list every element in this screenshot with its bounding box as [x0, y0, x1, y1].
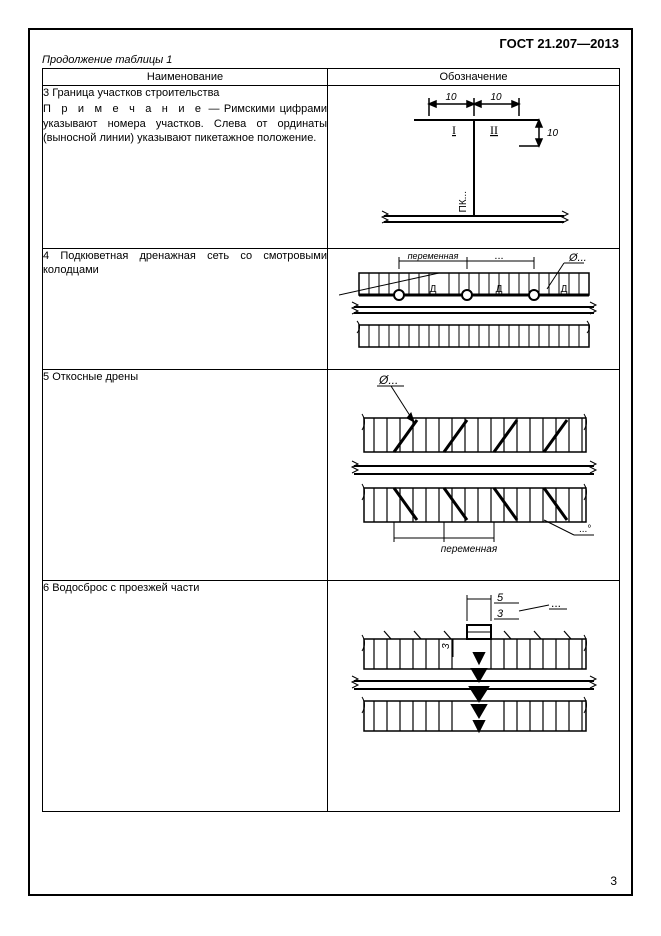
standard-header: ГОСТ 21.207—2013	[499, 36, 619, 51]
diagram-boundary: 10 10 I II	[344, 86, 604, 244]
svg-text:Д: Д	[495, 284, 502, 295]
table-row: 4 Подкюветная дренажная сеть со смотровы…	[43, 249, 620, 370]
svg-text:I: I	[452, 123, 456, 137]
diagram-spillway: 5 3 ...	[339, 581, 609, 805]
table-row: 3 Граница участков строительства П р и м…	[43, 86, 620, 249]
svg-text:...: ...	[551, 596, 561, 610]
svg-text:5: 5	[497, 592, 504, 604]
svg-text:Ø...: Ø...	[568, 252, 587, 264]
row-title: 3 Граница участков строительства	[43, 86, 327, 100]
main-table: Наименование Обозначение 3 Граница участ…	[42, 68, 620, 812]
page-number: 3	[610, 874, 617, 888]
svg-text:...°: ...°	[579, 524, 591, 535]
svg-text:Ø...: Ø...	[378, 373, 398, 387]
svg-text:переменная: переменная	[407, 251, 458, 261]
col-header-name: Наименование	[43, 69, 328, 86]
svg-text:Д: Д	[560, 284, 567, 295]
svg-text:3: 3	[497, 608, 504, 620]
row-title: 4 Подкюветная дренажная сеть со смотровы…	[43, 249, 327, 278]
svg-text:10: 10	[490, 92, 502, 103]
svg-text:переменная: переменная	[440, 544, 497, 555]
table-row: 5 Откосные дрены Ø...	[43, 370, 620, 581]
svg-text:II: II	[490, 123, 498, 137]
col-header-symbol: Обозначение	[328, 69, 620, 86]
row-title: 5 Откосные дрены	[43, 370, 327, 384]
page-frame: ГОСТ 21.207—2013 Продолжение таблицы 1 Н…	[28, 28, 633, 896]
svg-text:...: ...	[494, 250, 503, 262]
table-row: 6 Водосброс с проезжей части 5 3	[43, 581, 620, 812]
svg-text:10: 10	[445, 92, 457, 103]
diagram-drainage: переменная ... Ø...	[339, 249, 609, 365]
diagram-slope-drains: Ø...	[339, 370, 609, 576]
svg-text:Д: Д	[429, 284, 436, 295]
svg-text:ПК...: ПК...	[458, 191, 469, 212]
svg-text:10: 10	[547, 128, 559, 139]
table-caption: Продолжение таблицы 1	[42, 54, 172, 66]
row-title: 6 Водосброс с проезжей части	[43, 581, 327, 595]
svg-text:3: 3	[441, 643, 452, 649]
row-note: П р и м е ч а н и е — Римскими цифрами у…	[43, 102, 327, 145]
